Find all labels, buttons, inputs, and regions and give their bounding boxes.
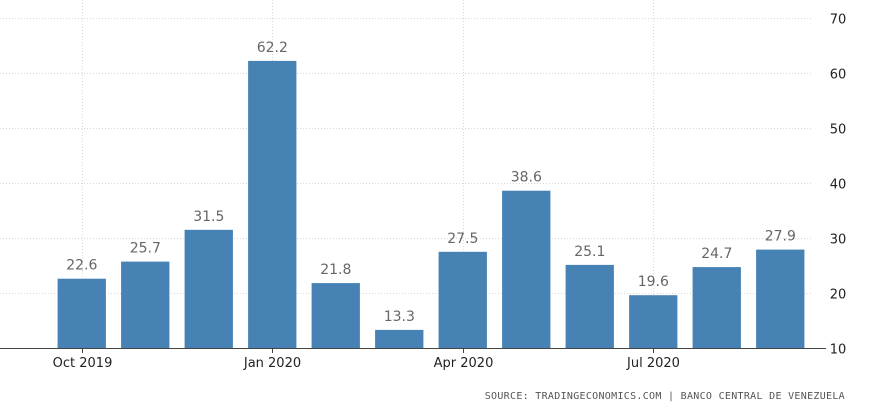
bar — [248, 60, 297, 349]
data-label: 21.8 — [320, 262, 351, 278]
data-label: 27.9 — [765, 229, 796, 245]
data-label: 24.7 — [701, 246, 732, 262]
bar — [629, 295, 678, 348]
y-tick-label: 50 — [830, 123, 847, 138]
bar — [184, 229, 233, 349]
data-label: 62.2 — [257, 40, 288, 56]
bars — [57, 60, 805, 349]
y-tick-label: 40 — [830, 178, 847, 193]
data-label: 27.5 — [447, 231, 478, 247]
axes: 10 20 30 40 50 60 70 Oct 2019 Jan 2020 Apr 2020 Ju… — [0, 13, 847, 371]
bar — [57, 278, 106, 348]
data-label: 25.1 — [574, 244, 605, 260]
bar — [438, 251, 487, 349]
y-tick-label: 30 — [830, 233, 847, 248]
bar — [692, 267, 741, 348]
data-label: 22.6 — [66, 258, 97, 274]
x-tick-label: Jul 2020 — [626, 356, 680, 371]
bar — [565, 264, 614, 348]
y-tick-label: 10 — [830, 343, 847, 358]
y-tick-label: 60 — [830, 68, 847, 83]
x-tick-label: Oct 2019 — [53, 356, 113, 371]
x-tick-label: Apr 2020 — [434, 356, 494, 371]
data-labels: 22.6 25.7 31.5 62.2 21.8 13.3 27.5 38.6 25.1 19.6… — [66, 40, 796, 325]
bar — [756, 249, 805, 348]
data-label: 13.3 — [384, 309, 415, 325]
bar — [502, 190, 551, 348]
data-label: 38.6 — [511, 170, 542, 186]
bar — [311, 283, 360, 348]
y-tick-label: 20 — [830, 288, 847, 303]
source-note: SOURCE: TRADINGECONOMICS.COM | BANCO CEN… — [484, 391, 845, 402]
y-tick-label: 70 — [830, 13, 847, 28]
data-label: 31.5 — [193, 209, 224, 225]
x-tick-label: Jan 2020 — [243, 356, 301, 371]
bar — [121, 261, 170, 348]
data-label: 19.6 — [638, 274, 669, 290]
bar — [375, 329, 424, 348]
data-label: 25.7 — [130, 241, 161, 257]
